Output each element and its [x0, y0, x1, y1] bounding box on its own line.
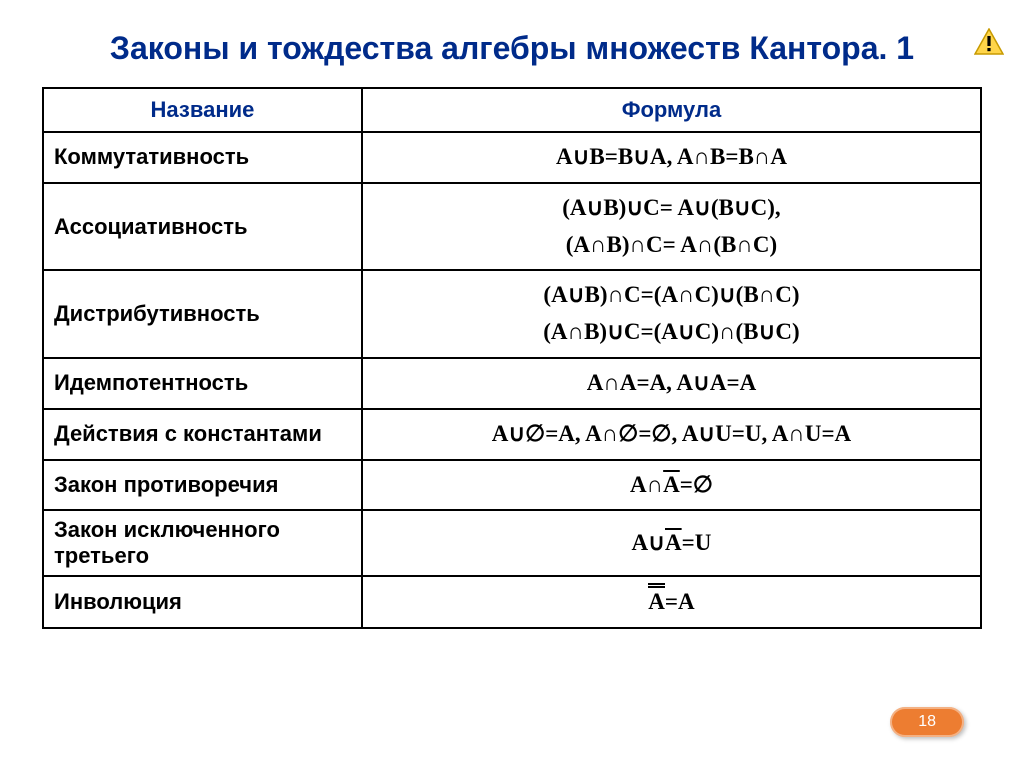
- table-row: ИдемпотентностьA∩A=A, A∪A=A: [43, 358, 981, 409]
- table-row: Действия с константамиA∪∅=A, A∩∅=∅, A∪U=…: [43, 409, 981, 460]
- table-row: Ассоциативность(A∪B)∪C= A∪(B∪C),(A∩B)∩C=…: [43, 183, 981, 271]
- warning-icon: [974, 28, 1004, 61]
- law-formula: (A∪B)∩C=(A∩C)∪(B∩C)(A∩B)∪C=(A∪C)∩(B∪C): [362, 270, 981, 358]
- law-formula: A=A: [362, 576, 981, 628]
- laws-table: Название Формула КоммутативностьA∪B=B∪A,…: [42, 87, 982, 629]
- law-name: Инволюция: [43, 576, 362, 628]
- law-name: Ассоциативность: [43, 183, 362, 271]
- slide-title: Законы и тождества алгебры множеств Кант…: [0, 0, 1024, 87]
- law-name: Коммутативность: [43, 132, 362, 183]
- table-row: КоммутативностьA∪B=B∪A, A∩B=B∩A: [43, 132, 981, 183]
- law-formula: A∪∅=A, A∩∅=∅, A∪U=U, A∩U=A: [362, 409, 981, 460]
- table-header-row: Название Формула: [43, 88, 981, 132]
- law-formula: A∩A=∅: [362, 460, 981, 511]
- law-name: Действия с константами: [43, 409, 362, 460]
- table-row: Закон противоречияA∩A=∅: [43, 460, 981, 511]
- page-number-badge: 18: [890, 707, 964, 737]
- header-name: Название: [43, 88, 362, 132]
- law-name: Закон исключенного третьего: [43, 510, 362, 576]
- law-name: Идемпотентность: [43, 358, 362, 409]
- law-formula: A∩A=A, A∪A=A: [362, 358, 981, 409]
- law-name: Дистрибутивность: [43, 270, 362, 358]
- law-formula: A∪B=B∪A, A∩B=B∩A: [362, 132, 981, 183]
- table-row: Дистрибутивность(A∪B)∩C=(A∩C)∪(B∩C)(A∩B)…: [43, 270, 981, 358]
- table-row: ИнволюцияA=A: [43, 576, 981, 628]
- table-row: Закон исключенного третьегоA∪A=U: [43, 510, 981, 576]
- law-formula: A∪A=U: [362, 510, 981, 576]
- law-name: Закон противоречия: [43, 460, 362, 511]
- header-formula: Формула: [362, 88, 981, 132]
- law-formula: (A∪B)∪C= A∪(B∪C),(A∩B)∩C= A∩(B∩C): [362, 183, 981, 271]
